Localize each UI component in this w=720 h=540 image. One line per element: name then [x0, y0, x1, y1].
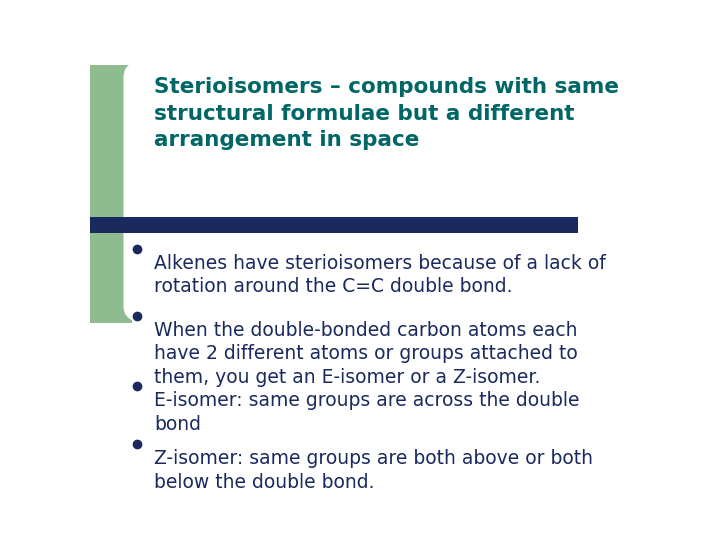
Text: Sterioisomers – compounds with same
structural formulae but a different
arrangem: Sterioisomers – compounds with same stru… [154, 77, 619, 150]
Text: When the double-bonded carbon atoms each
have 2 different atoms or groups attach: When the double-bonded carbon atoms each… [154, 321, 578, 387]
FancyBboxPatch shape [124, 60, 654, 322]
Bar [90, 218, 578, 233]
Bar [90, 65, 132, 322]
Text: Z-isomer: same groups are both above or both
below the double bond.: Z-isomer: same groups are both above or … [154, 449, 593, 492]
Text: Alkenes have sterioisomers because of a lack of
rotation around the C=C double b: Alkenes have sterioisomers because of a … [154, 254, 606, 296]
Text: E-isomer: same groups are across the double
bond: E-isomer: same groups are across the dou… [154, 391, 580, 434]
